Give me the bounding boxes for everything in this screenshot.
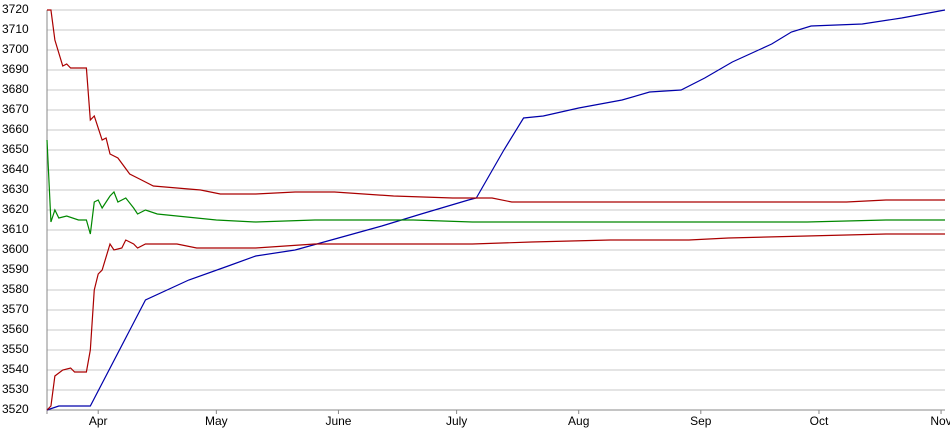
y-tick-label: 3590	[2, 262, 29, 276]
y-tick-label: 3550	[2, 342, 29, 356]
series-line	[46, 139, 945, 235]
y-tick-label: 3690	[2, 62, 29, 76]
y-tick-label: 3700	[2, 42, 29, 56]
y-tick-label: 3710	[2, 22, 29, 36]
series-line	[46, 9, 946, 411]
y-tick-label: 3580	[2, 282, 29, 296]
x-tick-label: Sep	[690, 414, 712, 428]
y-tick-label: 3540	[2, 362, 29, 376]
y-tick-label: 3680	[2, 82, 29, 96]
y-tick-label: 3640	[2, 162, 29, 176]
x-tick-label: June	[325, 414, 351, 428]
x-tick-label: May	[205, 414, 228, 428]
x-tick-label: Nov	[930, 414, 950, 428]
y-tick-label: 3600	[2, 242, 29, 256]
y-tick-label: 3570	[2, 302, 29, 316]
y-tick-label: 3630	[2, 182, 29, 196]
x-tick-label: Oct	[810, 414, 829, 428]
y-tick-label: 3610	[2, 222, 29, 236]
y-tick-label: 3650	[2, 142, 29, 156]
y-tick-label: 3670	[2, 102, 29, 116]
x-tick-label: Aug	[568, 414, 589, 428]
y-tick-label: 3720	[2, 2, 29, 16]
y-tick-label: 3520	[2, 402, 29, 416]
x-tick-label: Apr	[89, 414, 108, 428]
y-tick-label: 3530	[2, 382, 29, 396]
x-tick-label: July	[446, 414, 467, 428]
series-line	[46, 233, 945, 411]
y-tick-label: 3660	[2, 122, 29, 136]
y-tick-label: 3560	[2, 322, 29, 336]
series-line	[47, 9, 945, 203]
y-tick-label: 3620	[2, 202, 29, 216]
